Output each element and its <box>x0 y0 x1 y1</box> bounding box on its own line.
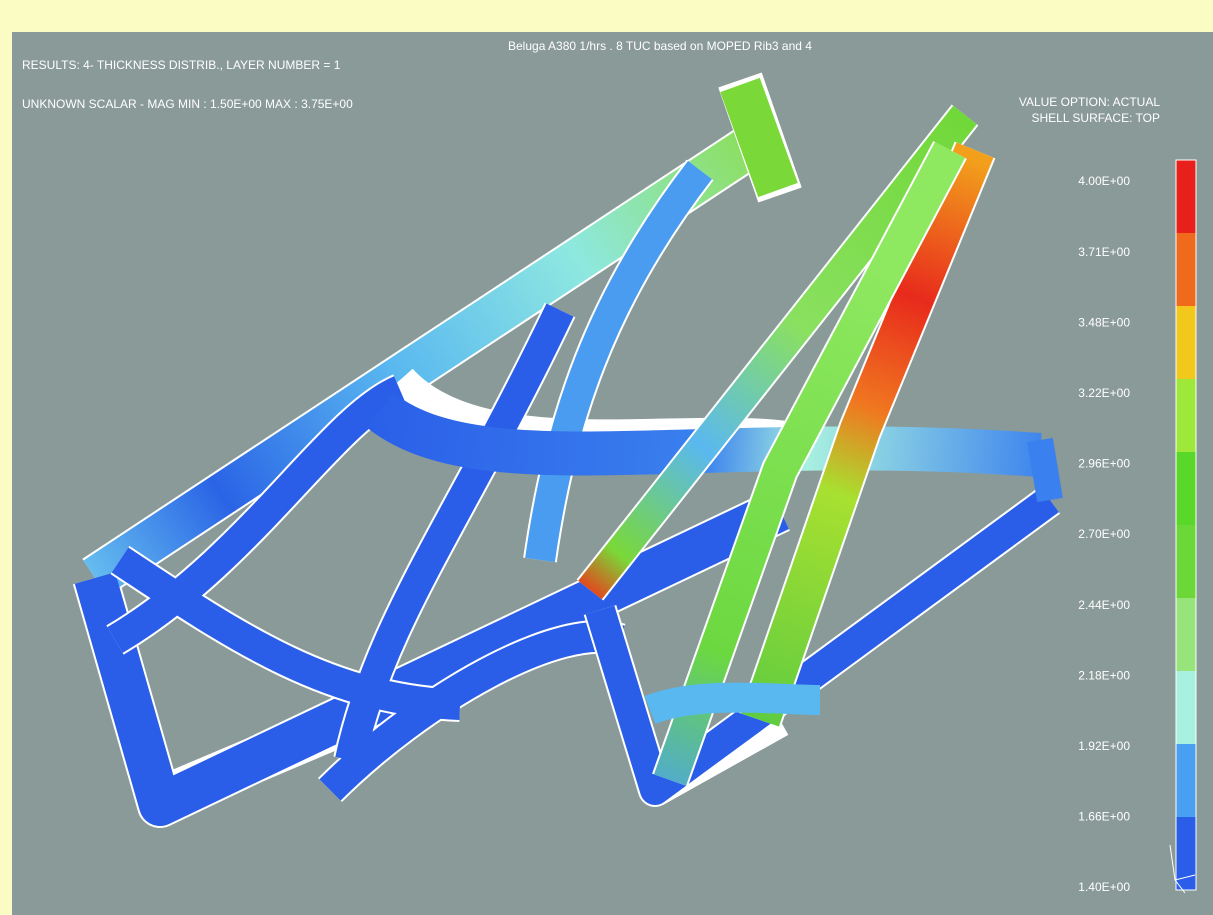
legend-label: 1.92E+00 <box>1078 739 1130 753</box>
right-rib <box>576 104 1063 807</box>
legend-swatch <box>1176 160 1196 234</box>
legend-swatch <box>1176 306 1196 380</box>
legend-swatch <box>1176 452 1196 526</box>
legend-swatch <box>1176 744 1196 818</box>
legend-label: 2.70E+00 <box>1078 527 1130 541</box>
legend-label: 2.96E+00 <box>1078 457 1130 471</box>
legend-border <box>1175 159 1197 891</box>
legend-swatch <box>1176 598 1196 672</box>
axis-triad <box>1169 844 1196 894</box>
legend-swatch <box>1176 525 1196 599</box>
shell-surface: SHELL SURFACE: TOP <box>1032 111 1161 125</box>
legend-label: 1.66E+00 <box>1078 810 1130 824</box>
legend-label: 2.18E+00 <box>1078 668 1130 682</box>
legend-label: 3.71E+00 <box>1078 245 1130 259</box>
legend-label: 3.48E+00 <box>1078 315 1130 329</box>
legend-label: 3.22E+00 <box>1078 386 1130 400</box>
legend-swatch <box>1176 379 1196 453</box>
left-rib <box>72 72 1042 828</box>
scalar-line: UNKNOWN SCALAR - MAG MIN : 1.50E+00 MAX … <box>22 97 353 111</box>
title: Beluga A380 1/hrs . 8 TUC based on MOPED… <box>508 39 812 53</box>
legend-swatch <box>1176 233 1196 307</box>
results-line: RESULTS: 4- THICKNESS DISTRIB., LAYER NU… <box>22 58 341 72</box>
legend: 4.00E+00 3.71E+00 3.48E+00 3.22E+00 2.96E+00… <box>1078 159 1197 894</box>
legend-label: 4.00E+00 <box>1078 174 1130 188</box>
legend-label: 1.40E+00 <box>1078 880 1130 894</box>
legend-label: 2.44E+00 <box>1078 598 1130 612</box>
value-option: VALUE OPTION: ACTUAL <box>1019 95 1160 109</box>
legend-swatch <box>1176 671 1196 745</box>
mesh <box>72 72 1063 828</box>
legend-swatch <box>1176 817 1196 891</box>
